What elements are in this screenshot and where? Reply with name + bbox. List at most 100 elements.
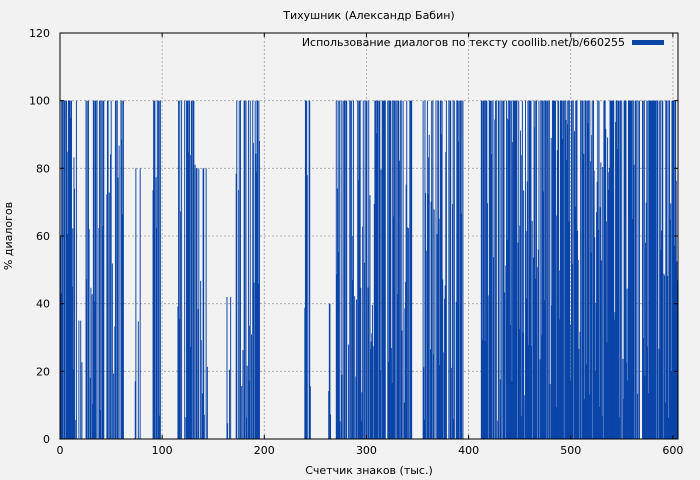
bar (498, 100, 499, 440)
y-axis-label: % диалогов (2, 202, 15, 270)
bar (357, 179, 359, 439)
bar (189, 347, 191, 439)
bar (379, 370, 381, 439)
bar (346, 100, 348, 440)
bar (599, 207, 601, 439)
bar (500, 100, 502, 440)
bar (430, 201, 432, 439)
bar (485, 100, 487, 440)
bar (515, 100, 517, 440)
bar (505, 265, 507, 439)
bar (629, 100, 631, 440)
bar (456, 100, 458, 440)
bar (156, 100, 158, 440)
bar (519, 225, 521, 439)
bar (510, 100, 512, 440)
bar (629, 100, 631, 440)
bar (252, 100, 254, 440)
bar (178, 319, 180, 439)
bar (401, 330, 403, 439)
bar (179, 100, 181, 440)
bar (499, 379, 501, 439)
bar (442, 279, 444, 439)
bar (71, 286, 73, 439)
bar (110, 154, 112, 439)
bar (63, 100, 65, 440)
x-tick-label: 100 (152, 444, 173, 457)
bar (185, 417, 187, 439)
bar (184, 100, 186, 440)
bar (387, 100, 389, 440)
bar (644, 376, 646, 439)
bar (630, 100, 632, 440)
bar (674, 100, 676, 440)
bar (509, 100, 511, 440)
bar (481, 100, 483, 440)
bar (254, 100, 256, 440)
bar (75, 100, 77, 440)
bar (509, 325, 511, 439)
bar (70, 118, 72, 439)
bar (647, 100, 649, 440)
bar (670, 370, 672, 439)
bar (362, 226, 364, 439)
bar (391, 383, 393, 439)
bar (238, 100, 240, 440)
bar (349, 100, 351, 440)
bar (329, 303, 331, 439)
bar (304, 307, 306, 439)
bar (597, 229, 599, 439)
bar (411, 100, 413, 440)
bar (637, 393, 639, 439)
bar (427, 194, 429, 439)
bar (437, 100, 439, 440)
bar (381, 100, 383, 440)
bar (425, 192, 427, 439)
bar (85, 100, 87, 440)
bar (436, 234, 438, 439)
bar (521, 100, 523, 440)
bar (491, 100, 493, 440)
bar (579, 331, 581, 439)
bar (553, 100, 555, 440)
bar (358, 100, 360, 440)
bar (402, 100, 404, 440)
bar (426, 250, 428, 439)
bar (518, 328, 520, 439)
bar (432, 100, 434, 440)
axis-ticks: 0 100 200 300 400 500 600 0 20 40 60 80 100 120 (29, 27, 683, 457)
bar (397, 294, 399, 439)
bar (156, 227, 158, 439)
bar (349, 100, 351, 440)
bar (153, 100, 155, 440)
bar (547, 100, 549, 440)
bar (359, 100, 361, 440)
bar (572, 100, 574, 440)
bar (604, 100, 606, 440)
bar (514, 100, 516, 440)
bar (203, 168, 205, 439)
bar (591, 100, 593, 440)
bar (379, 100, 381, 440)
bar (507, 100, 509, 440)
bar (610, 100, 612, 440)
bar (372, 346, 374, 439)
bar (152, 190, 154, 439)
bar (373, 203, 375, 439)
bar (619, 100, 621, 440)
bar (484, 340, 486, 439)
bar (623, 399, 624, 439)
x-axis-label: Счетчик знаков (тыс.) (305, 464, 433, 477)
bar (384, 100, 386, 440)
bar (375, 133, 377, 440)
bar (91, 294, 93, 439)
bar (122, 100, 124, 440)
bar (245, 100, 247, 440)
bar (594, 370, 596, 439)
bar (580, 100, 582, 440)
bar (191, 100, 193, 440)
bar (106, 194, 108, 439)
bar (86, 100, 88, 440)
bar (593, 100, 594, 440)
